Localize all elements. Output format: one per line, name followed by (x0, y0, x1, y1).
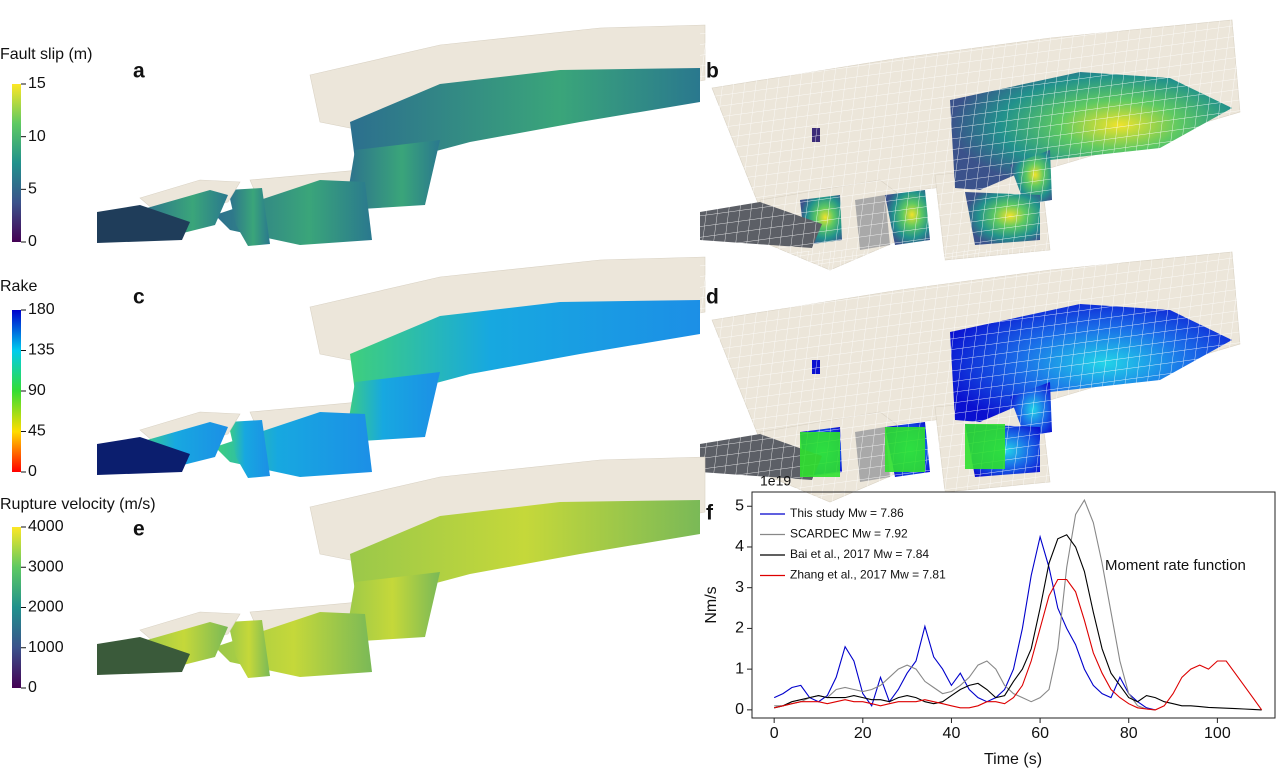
fault-surface (700, 15, 1245, 275)
colorbar-tick-label: 0 (28, 463, 37, 480)
colorbar-tick-label: 0 (28, 679, 37, 696)
y-tick-label: 4 (735, 538, 744, 555)
rake-patch (965, 424, 1005, 469)
fault-patch (97, 205, 190, 243)
colorbar-tick-label: 15 (28, 75, 46, 92)
panel-label: f (706, 502, 714, 525)
panel-label: b (706, 60, 719, 83)
series-line (774, 578, 1263, 711)
fault-patch (345, 572, 440, 642)
fault-patch (97, 437, 190, 475)
colorbar-tick-label: 2000 (28, 599, 64, 616)
panel-label: d (706, 286, 719, 309)
scale-label: 1e19 (760, 473, 791, 489)
colorbar-tick-label: 3000 (28, 558, 64, 575)
colorbar-tick-label: 90 (28, 382, 46, 399)
fault-patch (228, 620, 270, 678)
y-tick-label: 0 (735, 701, 744, 718)
y-tick-label: 5 (735, 497, 744, 514)
y-tick-label: 1 (735, 660, 744, 677)
x-tick-label: 40 (943, 725, 961, 742)
colorbar-tick-label: 0 (28, 233, 37, 250)
legend-label: This study Mw = 7.86 (790, 506, 904, 520)
panel-label: c (133, 286, 145, 309)
x-tick-label: 80 (1120, 725, 1138, 742)
series-line (774, 498, 1156, 711)
rake-patch (885, 427, 925, 472)
colorbar-tick-label: 4000 (28, 518, 64, 535)
y-axis-label: Nm/s (703, 586, 720, 623)
colorbar-tick-label: 1000 (28, 639, 64, 656)
legend-label: Zhang et al., 2017 Mw = 7.81 (790, 568, 946, 582)
fault-surface (700, 247, 1245, 507)
fault-patch (345, 140, 440, 210)
colorbar (12, 84, 21, 242)
x-tick-label: 0 (770, 725, 779, 742)
colorbar-tick-label: 135 (28, 342, 55, 359)
x-axis-label: Time (s) (984, 751, 1042, 768)
colorbar (12, 310, 21, 472)
fault-patch (700, 15, 1245, 275)
fault-patch (228, 188, 270, 246)
colorbar-tick-label: 5 (28, 181, 37, 198)
panel-label: e (133, 518, 145, 541)
colorbar-title: Rake (0, 278, 37, 295)
series-line (773, 534, 1156, 711)
rake-patch (800, 432, 840, 477)
colorbar-tick-label: 45 (28, 423, 46, 440)
fault-renderings (97, 15, 1245, 678)
fault-surface (97, 456, 706, 678)
colorbar-title: Fault slip (m) (0, 46, 92, 63)
x-tick-label: 20 (854, 725, 872, 742)
x-tick-label: 60 (1031, 725, 1049, 742)
legend-label: Bai et al., 2017 Mw = 7.84 (790, 547, 929, 561)
colorbar-tick-label: 180 (28, 301, 55, 318)
series-line (774, 534, 1262, 711)
annotation: Moment rate function (1105, 557, 1246, 574)
fault-surface (97, 24, 706, 246)
plot-frame (751, 491, 1276, 719)
colorbar-tick-label: 10 (28, 128, 46, 145)
colorbar (12, 527, 21, 688)
y-tick-label: 3 (735, 579, 744, 596)
fault-patch (97, 637, 190, 675)
fault-patch (345, 372, 440, 442)
x-tick-label: 100 (1204, 725, 1231, 742)
fault-patch (228, 420, 270, 478)
labels: a b c d e f 1e19 Moment rate function Ti… (133, 60, 1246, 769)
colorbar-title: Rupture velocity (m/s) (0, 496, 156, 513)
panel-label: a (133, 60, 145, 83)
legend-label: SCARDEC Mw = 7.92 (790, 527, 908, 541)
fault-surface (97, 256, 706, 478)
y-tick-label: 2 (735, 620, 744, 637)
